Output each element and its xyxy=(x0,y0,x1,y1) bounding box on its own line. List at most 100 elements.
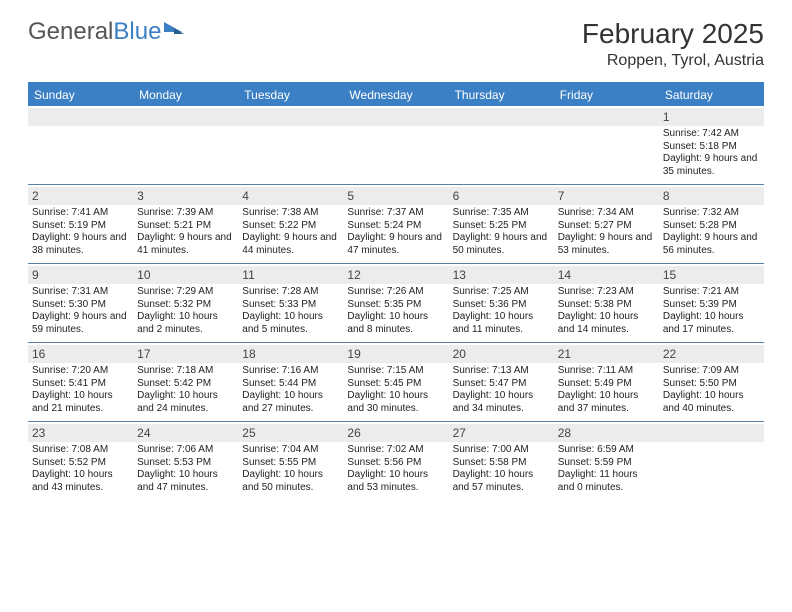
day-header: Saturday xyxy=(659,84,764,106)
sunset: Sunset: 5:25 PM xyxy=(453,220,550,233)
week-row: 1 Sunrise: 7:42 AMSunset: 5:18 PMDaylight… xyxy=(28,106,764,184)
day-number xyxy=(449,108,554,126)
sunset: Sunset: 5:53 PM xyxy=(137,457,234,470)
daylight: Daylight: 10 hours and 34 minutes. xyxy=(453,390,550,415)
day-number: 16 xyxy=(28,345,133,363)
sunrise: Sunrise: 7:11 AM xyxy=(558,365,655,378)
day-info: Sunrise: 7:21 AMSunset: 5:39 PMDaylight:… xyxy=(663,286,760,336)
day-header: Wednesday xyxy=(343,84,448,106)
day-number: 26 xyxy=(343,424,448,442)
day-info: Sunrise: 7:06 AMSunset: 5:53 PMDaylight:… xyxy=(137,444,234,494)
day-cell: 22 Sunrise: 7:09 AMSunset: 5:50 PMDayligh… xyxy=(659,343,764,421)
day-number: 8 xyxy=(659,187,764,205)
day-number: 7 xyxy=(554,187,659,205)
sunrise: Sunrise: 7:41 AM xyxy=(32,207,129,220)
day-number: 10 xyxy=(133,266,238,284)
logo-text-blue: Blue xyxy=(113,18,161,46)
day-cell: 2Sunrise: 7:41 AMSunset: 5:19 PMDaylight… xyxy=(28,185,133,263)
sunrise: Sunrise: 7:04 AM xyxy=(242,444,339,457)
daylight: Daylight: 10 hours and 47 minutes. xyxy=(137,469,234,494)
sunrise: Sunrise: 7:39 AM xyxy=(137,207,234,220)
logo: GeneralBlue xyxy=(28,18,184,46)
sunrise: Sunrise: 7:13 AM xyxy=(453,365,550,378)
sunset: Sunset: 5:36 PM xyxy=(453,299,550,312)
sunrise: Sunrise: 7:23 AM xyxy=(558,286,655,299)
daylight: Daylight: 10 hours and 21 minutes. xyxy=(32,390,129,415)
day-cell: 15Sunrise: 7:21 AMSunset: 5:39 PMDayligh… xyxy=(659,264,764,342)
day-cell: 9Sunrise: 7:31 AMSunset: 5:30 PMDaylight… xyxy=(28,264,133,342)
day-number: 27 xyxy=(449,424,554,442)
day-number: 6 xyxy=(449,187,554,205)
sunset: Sunset: 5:56 PM xyxy=(347,457,444,470)
day-number: 19 xyxy=(343,345,448,363)
sunset: Sunset: 5:27 PM xyxy=(558,220,655,233)
day-number: 23 xyxy=(28,424,133,442)
daylight: Daylight: 10 hours and 53 minutes. xyxy=(347,469,444,494)
daylight: Daylight: 9 hours and 41 minutes. xyxy=(137,232,234,257)
day-cell: 16Sunrise: 7:20 AMSunset: 5:41 PMDayligh… xyxy=(28,343,133,421)
daylight: Daylight: 9 hours and 53 minutes. xyxy=(558,232,655,257)
sunrise: Sunrise: 7:26 AM xyxy=(347,286,444,299)
daylight: Daylight: 11 hours and 0 minutes. xyxy=(558,469,655,494)
day-number: 21 xyxy=(554,345,659,363)
week-row: 9Sunrise: 7:31 AMSunset: 5:30 PMDaylight… xyxy=(28,263,764,342)
day-header: Sunday xyxy=(28,84,133,106)
title-block: February 2025 Roppen, Tyrol, Austria xyxy=(582,18,764,70)
day-cell: 21Sunrise: 7:11 AMSunset: 5:49 PMDayligh… xyxy=(554,343,659,421)
day-number: 14 xyxy=(554,266,659,284)
sunset: Sunset: 5:55 PM xyxy=(242,457,339,470)
calendar: SundayMondayTuesdayWednesdayThursdayFrid… xyxy=(28,82,764,500)
sunrise: Sunrise: 7:20 AM xyxy=(32,365,129,378)
day-info: Sunrise: 7:35 AMSunset: 5:25 PMDaylight:… xyxy=(453,207,550,257)
day-number: 5 xyxy=(343,187,448,205)
location: Roppen, Tyrol, Austria xyxy=(582,52,764,70)
day-cell: 11Sunrise: 7:28 AMSunset: 5:33 PMDayligh… xyxy=(238,264,343,342)
sunrise: Sunrise: 7:35 AM xyxy=(453,207,550,220)
sunrise: Sunrise: 7:37 AM xyxy=(347,207,444,220)
day-cell: 10Sunrise: 7:29 AMSunset: 5:32 PMDayligh… xyxy=(133,264,238,342)
day-number: 1 xyxy=(659,108,764,126)
day-number xyxy=(133,108,238,126)
day-info: Sunrise: 7:23 AMSunset: 5:38 PMDaylight:… xyxy=(558,286,655,336)
day-header: Thursday xyxy=(449,84,554,106)
sunrise: Sunrise: 7:34 AM xyxy=(558,207,655,220)
sunset: Sunset: 5:52 PM xyxy=(32,457,129,470)
day-info: Sunrise: 6:59 AMSunset: 5:59 PMDaylight:… xyxy=(558,444,655,494)
day-info: Sunrise: 7:39 AMSunset: 5:21 PMDaylight:… xyxy=(137,207,234,257)
day-info: Sunrise: 7:13 AMSunset: 5:47 PMDaylight:… xyxy=(453,365,550,415)
day-info: Sunrise: 7:04 AMSunset: 5:55 PMDaylight:… xyxy=(242,444,339,494)
sunrise: Sunrise: 7:15 AM xyxy=(347,365,444,378)
day-cell: 7 Sunrise: 7:34 AMSunset: 5:27 PMDaylight… xyxy=(554,185,659,263)
day-info: Sunrise: 7:34 AMSunset: 5:27 PMDaylight:… xyxy=(558,207,655,257)
sunrise: Sunrise: 7:02 AM xyxy=(347,444,444,457)
daylight: Daylight: 10 hours and 50 minutes. xyxy=(242,469,339,494)
sunset: Sunset: 5:44 PM xyxy=(242,378,339,391)
sunrise: Sunrise: 7:16 AM xyxy=(242,365,339,378)
sunset: Sunset: 5:21 PM xyxy=(137,220,234,233)
day-number: 22 xyxy=(659,345,764,363)
sunrise: Sunrise: 7:18 AM xyxy=(137,365,234,378)
sunset: Sunset: 5:59 PM xyxy=(558,457,655,470)
day-info: Sunrise: 7:18 AMSunset: 5:42 PMDaylight:… xyxy=(137,365,234,415)
sunset: Sunset: 5:45 PM xyxy=(347,378,444,391)
sunrise: Sunrise: 7:09 AM xyxy=(663,365,760,378)
daylight: Daylight: 10 hours and 40 minutes. xyxy=(663,390,760,415)
sunset: Sunset: 5:50 PM xyxy=(663,378,760,391)
sunset: Sunset: 5:33 PM xyxy=(242,299,339,312)
sunset: Sunset: 5:47 PM xyxy=(453,378,550,391)
logo-text-gray: General xyxy=(28,18,113,46)
day-cell xyxy=(659,422,764,500)
day-number: 2 xyxy=(28,187,133,205)
daylight: Daylight: 10 hours and 30 minutes. xyxy=(347,390,444,415)
week-row: 16Sunrise: 7:20 AMSunset: 5:41 PMDayligh… xyxy=(28,342,764,421)
day-info: Sunrise: 7:09 AMSunset: 5:50 PMDaylight:… xyxy=(663,365,760,415)
day-cell: 4Sunrise: 7:38 AMSunset: 5:22 PMDaylight… xyxy=(238,185,343,263)
day-info: Sunrise: 7:42 AMSunset: 5:18 PMDaylight:… xyxy=(663,128,760,178)
day-header: Monday xyxy=(133,84,238,106)
day-info: Sunrise: 7:16 AMSunset: 5:44 PMDaylight:… xyxy=(242,365,339,415)
day-cell: 5Sunrise: 7:37 AMSunset: 5:24 PMDaylight… xyxy=(343,185,448,263)
day-cell: 17Sunrise: 7:18 AMSunset: 5:42 PMDayligh… xyxy=(133,343,238,421)
day-number xyxy=(343,108,448,126)
daylight: Daylight: 10 hours and 14 minutes. xyxy=(558,311,655,336)
sunrise: Sunrise: 7:38 AM xyxy=(242,207,339,220)
